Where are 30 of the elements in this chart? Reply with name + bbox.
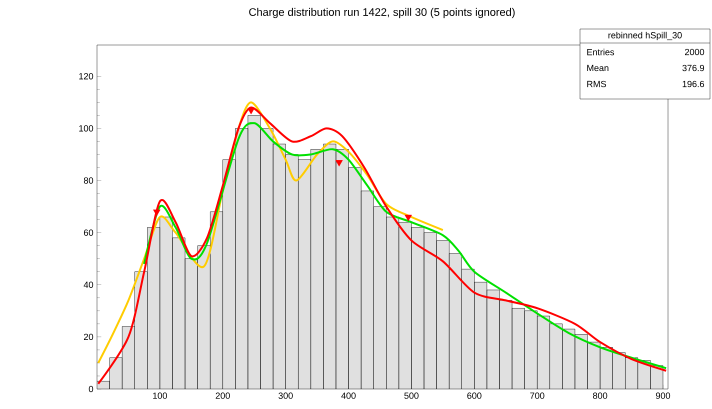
y-tick-label: 60 bbox=[84, 229, 94, 236]
x-tick-label: 400 bbox=[341, 392, 356, 399]
point bbox=[335, 160, 343, 166]
y-tick-label: 20 bbox=[84, 334, 94, 340]
y-tick-label: 100 bbox=[79, 125, 94, 132]
annotation: Entries bbox=[587, 48, 614, 56]
text: 196.6 bbox=[682, 80, 704, 88]
text: 376.9 bbox=[682, 64, 704, 72]
annotation: Mean bbox=[587, 64, 608, 72]
point bbox=[404, 214, 412, 222]
y-tick-label: 80 bbox=[84, 177, 94, 184]
x-tick-label: 200 bbox=[216, 392, 230, 399]
text: rebinned hSpill_30 bbox=[608, 32, 682, 40]
x-tick-label: 600 bbox=[467, 392, 482, 399]
x-tick-label: 800 bbox=[593, 392, 608, 399]
point bbox=[153, 210, 160, 216]
x-tick-label: 100 bbox=[153, 392, 168, 399]
text: 2000 bbox=[684, 48, 704, 56]
line-series bbox=[97, 101, 444, 364]
x-tick-label: 500 bbox=[404, 392, 419, 399]
x-tick-label: 900 bbox=[656, 392, 670, 399]
x-tick-label: 700 bbox=[530, 392, 544, 399]
point bbox=[247, 108, 255, 114]
y-tick-label: 0 bbox=[88, 386, 94, 392]
chart-title: Charge distribution run 1422, spill 30 (5 points ignored) bbox=[249, 8, 515, 18]
y-tick-label: 120 bbox=[79, 73, 94, 80]
x-tick-label: 300 bbox=[278, 392, 293, 399]
y-tick-label: 40 bbox=[84, 282, 94, 288]
annotation: RMS bbox=[587, 80, 606, 88]
line-series bbox=[143, 122, 668, 370]
